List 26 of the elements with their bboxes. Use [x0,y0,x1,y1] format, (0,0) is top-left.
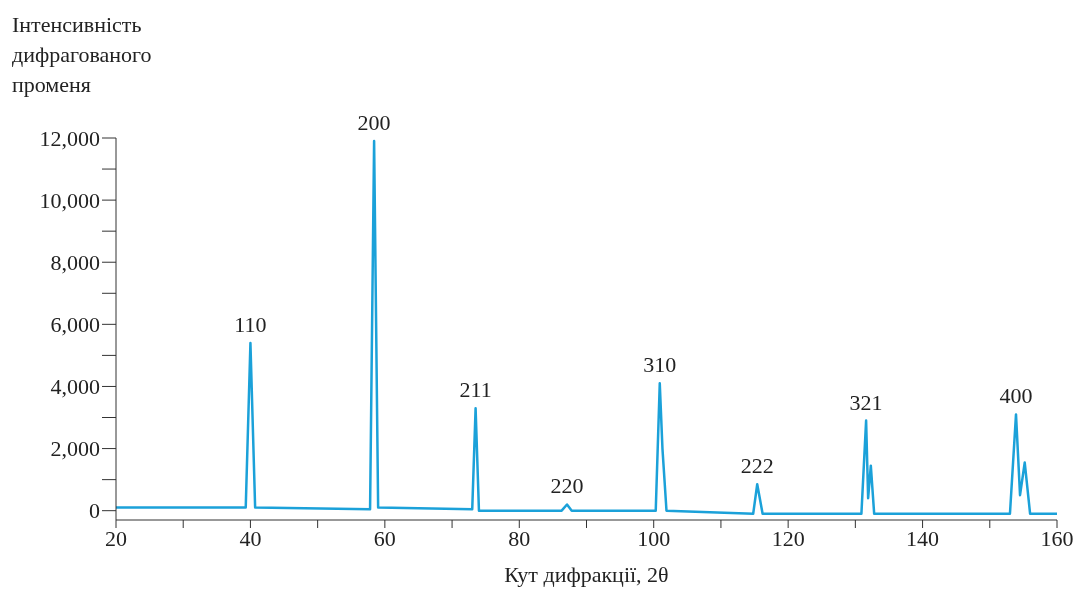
y-tick-label: 10,000 [39,187,100,213]
x-tick-label: 140 [906,525,940,551]
x-tick-label: 100 [637,525,671,551]
annotation: 220 [550,473,584,499]
x-tick-label: 80 [508,525,531,551]
y-tick-label: 0 [89,498,100,524]
annotation: 211 [459,377,492,403]
x-tick-label: 40 [239,525,262,551]
x-tick-label: 20 [105,525,127,551]
x-tick-label: 120 [771,525,805,551]
annotation: 110 [234,311,267,337]
annotation: 321 [849,389,883,415]
y-axis-title: Інтенсивність дифрагованого променя [12,11,152,99]
annotation: 310 [643,352,677,378]
x-axis-title: Кут дифракції, 2θ [504,562,669,587]
y-tick-label: 4,000 [50,374,100,400]
x-tick-label: 60 [373,525,396,551]
y-tick-label: 2,000 [50,436,100,462]
line-series [116,139,1057,516]
annotation: 200 [357,110,391,136]
y-tick-label: 8,000 [50,250,100,276]
y-tick-label: 6,000 [50,312,100,338]
x-tick-label: 160 [1040,525,1074,551]
y-tick-label: 12,000 [39,125,100,151]
annotation: 222 [740,453,774,479]
annotation: 400 [999,383,1033,409]
